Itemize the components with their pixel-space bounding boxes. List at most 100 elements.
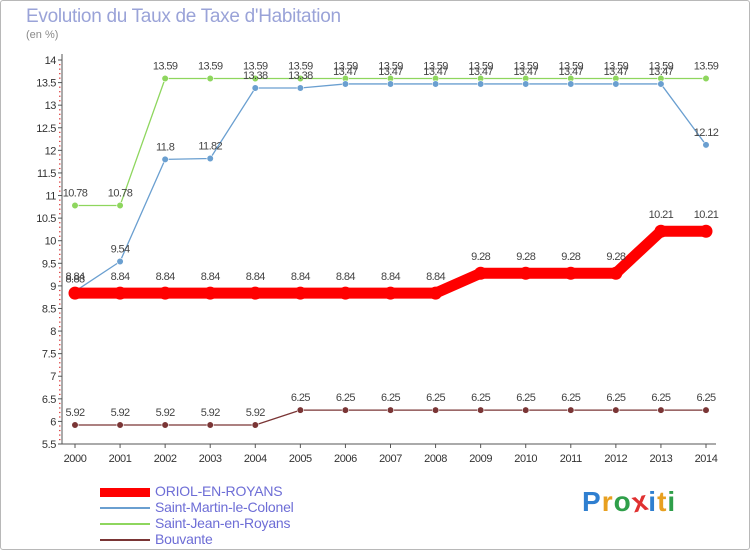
brand-logo: Proxiti	[582, 485, 676, 519]
y-minor-tick	[59, 113, 61, 115]
y-minor-tick	[59, 384, 61, 386]
data-point	[702, 74, 710, 83]
y-minor-tick	[59, 222, 61, 224]
brand-letter: o	[613, 486, 632, 517]
data-point	[564, 266, 578, 280]
legend-swatch	[100, 539, 150, 541]
y-minor-tick	[59, 77, 61, 79]
data-point	[71, 421, 79, 429]
y-minor-tick	[59, 411, 61, 414]
data-label: 9.28	[516, 251, 535, 263]
y-minor-tick	[59, 326, 61, 328]
data-point	[654, 224, 668, 238]
data-point	[338, 286, 352, 300]
y-minor-tick	[59, 294, 61, 296]
data-label: 10.78	[108, 187, 133, 199]
data-label: 6.25	[381, 392, 400, 404]
y-tick-label: 13	[45, 100, 57, 112]
data-label: 10.21	[649, 209, 674, 221]
y-minor-tick	[59, 344, 61, 346]
y-minor-tick	[59, 429, 61, 432]
y-minor-tick	[59, 131, 61, 133]
data-point	[296, 74, 304, 83]
data-label: 13.47	[649, 66, 674, 78]
y-minor-tick	[59, 64, 61, 66]
data-label: 13.59	[243, 61, 268, 73]
data-label: 13.59	[513, 61, 538, 73]
data-label: 8.84	[246, 271, 265, 283]
data-point	[609, 266, 623, 280]
y-tick-label: 13.5	[36, 78, 56, 90]
y-minor-tick	[59, 402, 61, 405]
y-tick-label: 9.5	[42, 258, 56, 270]
x-tick-label: 2004	[244, 453, 267, 465]
data-label: 13.47	[423, 66, 448, 78]
x-tick-label: 2002	[154, 453, 177, 465]
y-minor-tick	[59, 154, 61, 156]
data-point	[477, 406, 485, 414]
data-point	[341, 80, 350, 88]
y-minor-tick	[59, 226, 61, 228]
data-label: 11.82	[198, 140, 222, 152]
data-label: 6.25	[696, 392, 715, 404]
data-label: 13.59	[559, 61, 584, 73]
data-label: 6.25	[651, 392, 670, 404]
data-point	[341, 406, 350, 414]
data-label: 6.25	[426, 392, 445, 404]
y-minor-tick	[59, 199, 61, 201]
legend-label: Saint-Martin-le-Colonel	[155, 499, 294, 515]
y-minor-tick	[59, 289, 61, 292]
data-point	[248, 286, 262, 300]
y-minor-tick	[59, 357, 61, 359]
y-minor-tick	[59, 416, 61, 418]
data-point	[699, 224, 713, 238]
y-minor-tick	[59, 317, 61, 319]
y-tick-label: 8.5	[42, 303, 56, 315]
data-label: 9.28	[471, 251, 490, 263]
y-minor-tick	[59, 136, 61, 138]
data-point	[474, 266, 488, 280]
y-tick-label: 5.5	[42, 439, 56, 451]
data-point	[161, 155, 169, 163]
data-label: 13.59	[153, 61, 178, 73]
y-minor-tick	[59, 407, 61, 409]
data-label: 8.84	[201, 271, 220, 283]
data-label: 8.88	[65, 273, 84, 285]
data-label: 13.59	[468, 61, 493, 73]
data-label: 10.21	[694, 209, 719, 221]
y-minor-tick	[59, 371, 61, 373]
brand-letter: i	[648, 486, 658, 517]
y-tick-label: 11	[45, 191, 56, 203]
data-label: 9.54	[111, 243, 130, 255]
data-point	[296, 84, 304, 92]
data-label: 5.92	[65, 407, 84, 419]
data-point	[206, 74, 214, 83]
data-point	[206, 154, 214, 163]
x-tick-label: 2013	[649, 453, 672, 465]
y-tick-label: 10	[45, 236, 57, 248]
y-minor-tick	[59, 213, 61, 215]
y-minor-tick	[59, 95, 61, 97]
y-minor-tick	[59, 140, 61, 143]
data-label: 13.59	[423, 61, 448, 73]
data-label: 13.59	[694, 61, 719, 73]
data-point	[386, 406, 395, 414]
data-label: 6.25	[561, 392, 580, 404]
y-minor-tick	[59, 122, 61, 124]
data-point	[477, 80, 485, 88]
y-minor-tick	[59, 298, 61, 301]
y-minor-tick	[59, 176, 61, 179]
data-point	[206, 421, 214, 429]
legend-label: Saint-Jean-en-Royans	[155, 515, 291, 531]
data-label: 13.47	[604, 66, 629, 78]
data-label: 13.59	[604, 61, 629, 73]
data-label: 13.47	[513, 66, 538, 78]
legend-swatch	[100, 487, 150, 497]
data-point	[113, 286, 127, 300]
chart-axes: 5.5 6 6.5 7 7.5 8 8.5 9 9.5 10 10.5 11 11.5 12 12.5 13 1…	[36, 54, 718, 465]
data-point	[251, 84, 259, 92]
y-minor-tick	[59, 362, 61, 364]
data-point	[296, 406, 304, 414]
data-label: 8.84	[156, 271, 175, 283]
